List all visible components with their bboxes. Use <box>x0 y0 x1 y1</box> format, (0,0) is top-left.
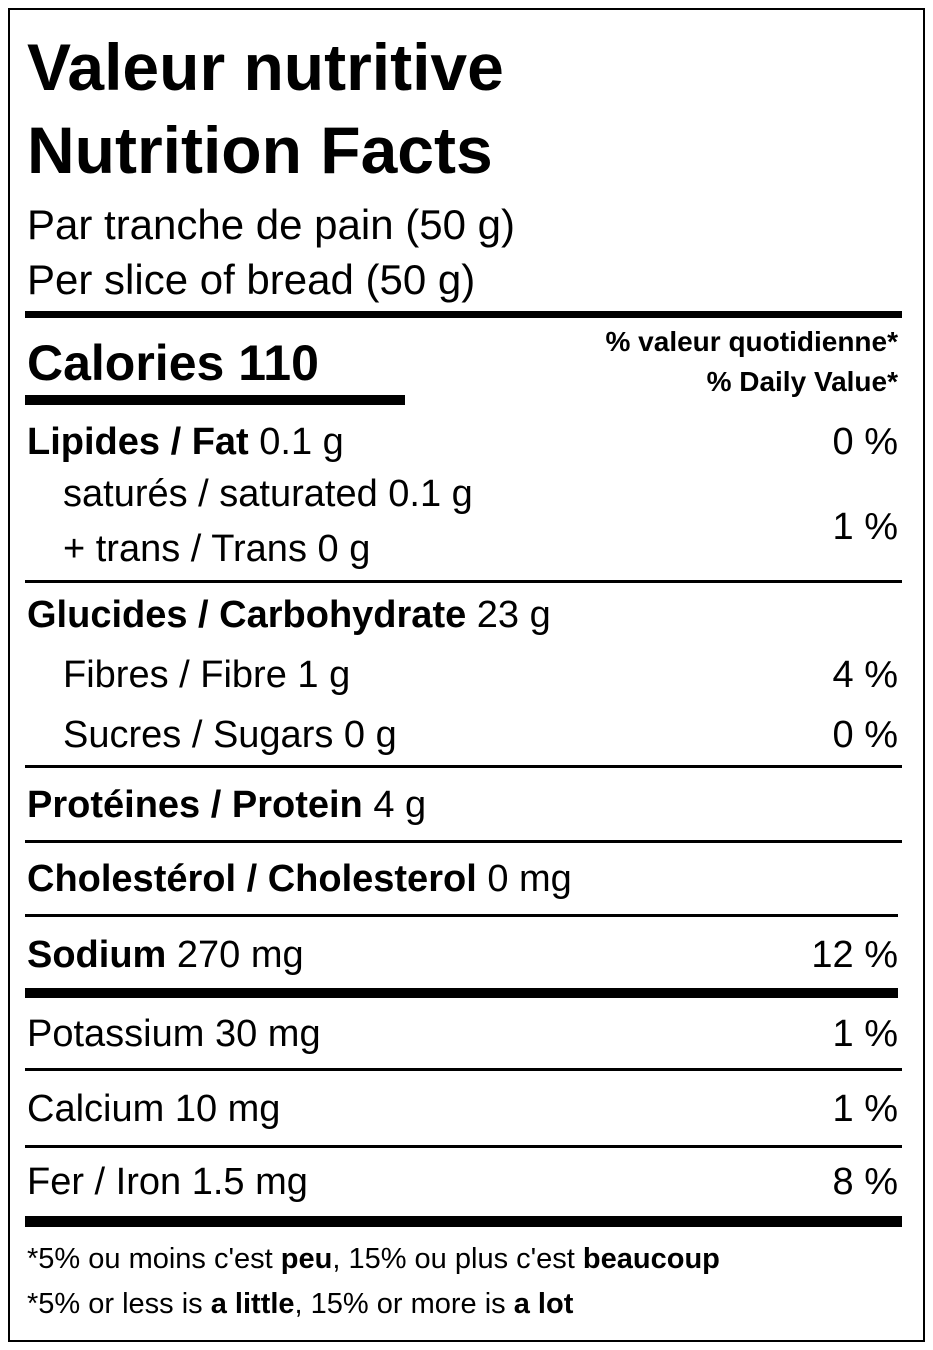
amount: 1 g <box>297 654 351 696</box>
dv-header-en: % Daily Value* <box>706 366 898 397</box>
text: beaucoup <box>582 1243 720 1275</box>
row: Lipides / Fat 0.1 g <box>27 423 344 461</box>
footnote: *5% or less is a little, 15% or more is … <box>27 1290 573 1319</box>
amount: 10 mg <box>174 1088 281 1130</box>
nutrient-name: Sodium <box>27 934 167 976</box>
amount: 23 g <box>476 594 551 636</box>
row: Fer / Iron 1.5 mg <box>27 1163 308 1201</box>
nutrient-name: Potassium <box>27 1013 205 1055</box>
dv: 0 % <box>832 421 898 463</box>
rule <box>25 1145 902 1148</box>
row: Sucres / Sugars 0 g <box>63 716 397 754</box>
row: Glucides / Carbohydrate 23 g <box>27 596 551 634</box>
nutrient-name: saturés / saturated <box>63 473 378 515</box>
amount: 0.1 g <box>388 473 473 515</box>
text: *5% ou moins c'est <box>27 1243 273 1275</box>
rule <box>25 1068 902 1071</box>
rule <box>25 914 898 917</box>
text: peu <box>280 1243 333 1275</box>
text: a little <box>210 1288 295 1320</box>
amount: 270 mg <box>176 934 304 976</box>
dv: 1 % <box>832 1013 898 1055</box>
rule <box>25 395 405 405</box>
rule <box>25 1216 902 1227</box>
title-en: Nutrition Facts <box>27 113 493 187</box>
calories: Calories 110 <box>27 335 319 391</box>
dv: 8 % <box>832 1161 898 1203</box>
border <box>8 8 925 1342</box>
row: + trans / Trans 0 g <box>63 530 370 568</box>
rule <box>25 765 902 768</box>
amount: 1.5 mg <box>191 1161 308 1203</box>
rule <box>25 988 898 998</box>
amount: 0 g <box>343 714 397 756</box>
text: *5% or less is <box>27 1288 203 1320</box>
nutrient-name: + trans / Trans <box>63 528 307 570</box>
nutrient-name: Calcium <box>27 1088 165 1130</box>
text: , 15% ou plus c'est <box>332 1243 575 1275</box>
row: Sodium 270 mg <box>27 936 304 974</box>
nutrient-name: Fer / Iron <box>27 1161 182 1203</box>
serving-fr: Par tranche de pain (50 g) <box>27 201 515 248</box>
rule <box>25 840 902 843</box>
dv: 1 % <box>832 1088 898 1130</box>
text: , 15% or more is <box>294 1288 506 1320</box>
title-fr: Valeur nutritive <box>27 30 504 104</box>
dv: 1 % <box>832 506 898 548</box>
row: saturés / saturated 0.1 g <box>63 475 473 513</box>
row: Protéines / Protein 4 g <box>27 786 426 824</box>
row: Potassium 30 mg <box>27 1015 321 1053</box>
amount: 4 g <box>373 784 427 826</box>
row: Calcium 10 mg <box>27 1090 280 1128</box>
rule <box>25 311 902 318</box>
row: Fibres / Fibre 1 g <box>63 656 350 694</box>
nutrient-name: Protéines / Protein <box>27 784 363 826</box>
dv: 0 % <box>832 714 898 756</box>
amount: 30 mg <box>214 1013 321 1055</box>
row: Cholestérol / Cholesterol 0 mg <box>27 860 572 898</box>
amount: 0 mg <box>487 858 572 900</box>
text: a lot <box>513 1288 574 1320</box>
nutrient-name: Sucres / Sugars <box>63 714 334 756</box>
dv: 4 % <box>832 654 898 696</box>
amount: 0 g <box>317 528 371 570</box>
nutrient-name: Glucides / Carbohydrate <box>27 594 467 636</box>
rule <box>25 580 902 583</box>
nutrient-name: Fibres / Fibre <box>63 654 287 696</box>
amount: 0.1 g <box>259 421 344 463</box>
dv: 12 % <box>811 934 898 976</box>
footnote: *5% ou moins c'est peu, 15% ou plus c'es… <box>27 1245 720 1274</box>
nutrient-name: Lipides / Fat <box>27 421 249 463</box>
dv-header-fr: % valeur quotidienne* <box>605 326 899 357</box>
nutrient-name: Cholestérol / Cholesterol <box>27 858 477 900</box>
serving-en: Per slice of bread (50 g) <box>27 256 476 303</box>
